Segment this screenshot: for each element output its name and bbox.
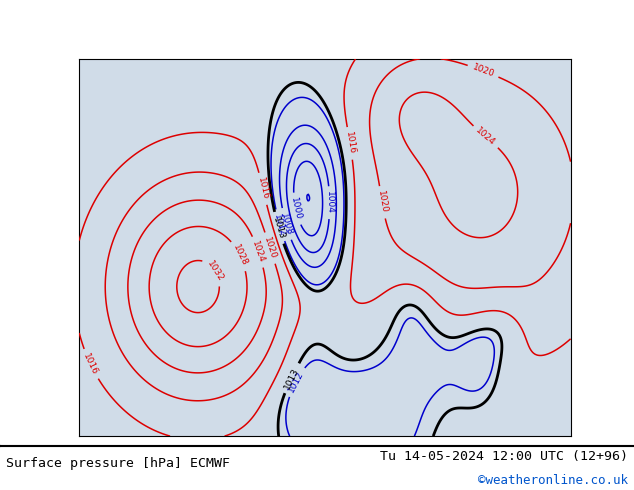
Text: 1032: 1032 [205,259,225,283]
Text: 1020: 1020 [471,63,495,79]
Text: 1016: 1016 [82,352,100,376]
Text: 1004: 1004 [325,191,334,214]
Text: 1012: 1012 [273,213,287,238]
Text: Tu 14-05-2024 12:00 UTC (12+96): Tu 14-05-2024 12:00 UTC (12+96) [380,450,628,463]
Text: 1028: 1028 [231,244,249,268]
Text: 1012: 1012 [287,369,306,394]
Text: ©weatheronline.co.uk: ©weatheronline.co.uk [477,474,628,487]
Text: 1008: 1008 [278,212,294,236]
Text: 1024: 1024 [474,126,497,148]
Text: 1013: 1013 [283,366,301,391]
Text: 1020: 1020 [376,190,389,214]
Text: 1020: 1020 [262,236,278,260]
Text: 1024: 1024 [250,240,266,264]
Text: 1016: 1016 [256,176,270,201]
Text: Surface pressure [hPa] ECMWF: Surface pressure [hPa] ECMWF [6,457,230,469]
Text: 1016: 1016 [344,131,356,155]
Text: 1000: 1000 [289,197,302,221]
Text: 1013: 1013 [271,216,286,240]
